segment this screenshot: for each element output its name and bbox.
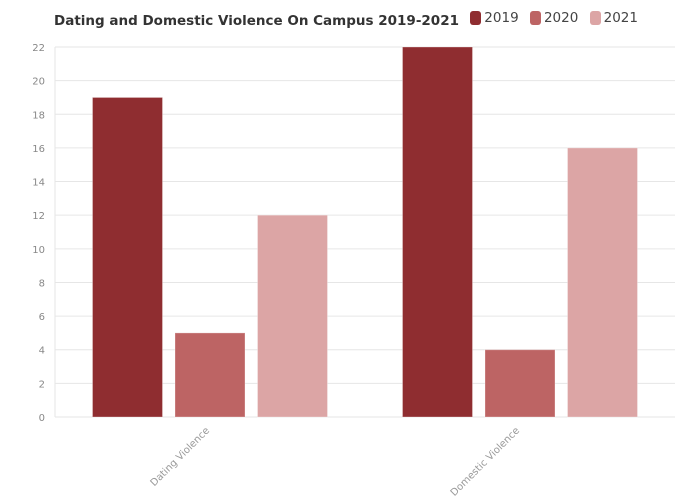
y-tick-label: 2: [39, 379, 45, 390]
y-tick-label: 18: [32, 110, 45, 121]
y-tick-label: 4: [39, 346, 45, 357]
bar-2021[interactable]: [567, 147, 638, 418]
y-tick-label: 22: [32, 43, 45, 54]
bar-2021[interactable]: [257, 214, 328, 418]
x-tick-label: Domestic Violence: [449, 425, 522, 498]
bar-2019[interactable]: [402, 46, 473, 418]
legend-item-2021[interactable]: 2021: [589, 10, 638, 26]
y-tick-label: 8: [39, 278, 45, 289]
legend-swatch: [470, 11, 482, 25]
y-tick-label: 14: [32, 178, 45, 189]
legend-label: 2019: [484, 10, 519, 26]
bar-2020[interactable]: [484, 349, 556, 418]
y-tick-label: 10: [32, 245, 45, 256]
y-tick-label: 20: [32, 77, 45, 88]
legend-item-2020[interactable]: 2020: [529, 10, 579, 26]
bar-2019[interactable]: [92, 96, 163, 418]
y-tick-label: 12: [32, 211, 45, 222]
legend-swatch: [529, 11, 541, 25]
x-tick-label: Dating Violence: [149, 425, 213, 489]
legend-label: 2021: [603, 10, 638, 26]
legend-item-2019[interactable]: 2019: [470, 10, 519, 26]
y-tick-label: 0: [39, 413, 45, 424]
bar-2020[interactable]: [174, 332, 246, 418]
y-tick-label: 16: [32, 144, 45, 155]
chart-title: Dating and Domestic Violence On Campus 2…: [54, 13, 459, 29]
chart-header: Dating and Domestic Violence On Campus 2…: [0, 10, 692, 29]
legend-swatch: [589, 11, 601, 25]
y-tick-label: 6: [39, 312, 45, 323]
legend-label: 2020: [543, 10, 579, 26]
